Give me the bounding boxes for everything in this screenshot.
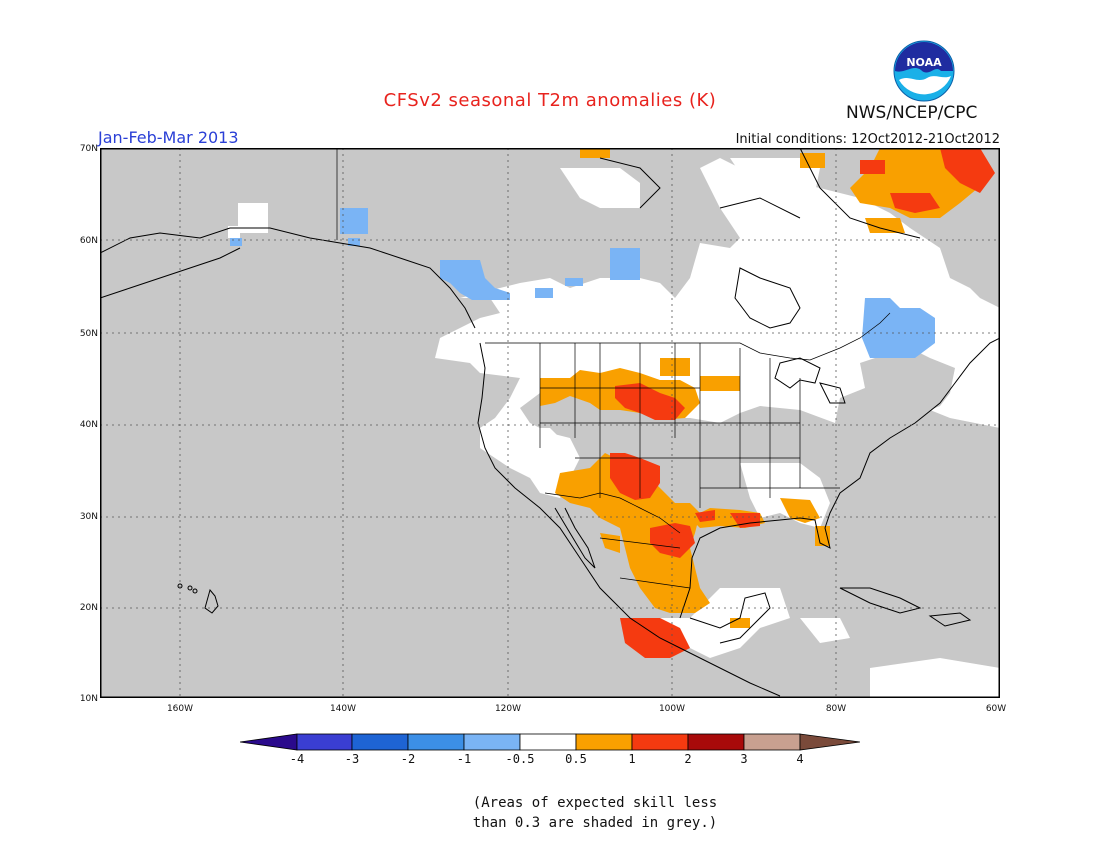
lon-label-80w: 80W: [825, 704, 847, 714]
legend-label: 0.5: [565, 752, 587, 766]
map-title: CFSv2 seasonal T2m anomalies (K): [383, 90, 717, 111]
lat-label-10n: 10N: [79, 694, 98, 704]
lon-label-100w: 100W: [658, 704, 686, 714]
initial-conditions-label: Initial conditions: 12Oct2012-21Oct2012: [735, 132, 1000, 147]
color-legend: [240, 733, 860, 751]
legend-label: 1: [628, 752, 636, 766]
lat-label-20n: 20N: [79, 603, 98, 613]
legend-swatch-minus-3-to-minus-2: [351, 733, 409, 751]
legend-label: -1: [456, 752, 472, 766]
legend-label: -2: [400, 752, 416, 766]
legend-label: -3: [344, 752, 360, 766]
lat-label-50n: 50N: [79, 329, 98, 339]
season-label: Jan-Feb-Mar 2013: [98, 128, 239, 147]
legend-swatches: [240, 733, 860, 751]
legend-swatch-1-to-2: [631, 733, 689, 751]
graticule: [100, 148, 1000, 698]
agency-label: NWS/NCEP/CPC: [846, 103, 978, 123]
legend-swatch-below-minus-4: [240, 733, 298, 751]
noaa-logo: NOAA: [893, 40, 955, 102]
legend-swatch-minus-4-to-minus-3: [296, 733, 353, 751]
coastlines: [100, 148, 1000, 697]
anomaly-map: [100, 148, 1000, 698]
legend-swatch-half-to-1: [575, 733, 633, 751]
legend-label: -0.5: [505, 752, 535, 766]
lon-label-140w: 140W: [329, 704, 357, 714]
legend-label: 3: [740, 752, 748, 766]
lon-label-120w: 120W: [494, 704, 522, 714]
lat-label-30n: 30N: [79, 512, 98, 522]
lat-label-60n: 60N: [79, 236, 98, 246]
neutral-regions: [228, 158, 1000, 698]
lat-label-40n: 40N: [79, 420, 98, 430]
legend-swatch-minus-1-to-minus-half: [463, 733, 521, 751]
lon-label-160w: 160W: [166, 704, 194, 714]
strong-warm-anomaly-regions: [610, 148, 995, 658]
legend-swatch-neutral: [519, 733, 577, 751]
footnote-line-2: than 0.3 are shaded in grey.): [472, 815, 718, 831]
legend-swatch-3-to-4: [743, 733, 801, 751]
legend-label: 4: [796, 752, 804, 766]
legend-swatch-above-4: [799, 733, 860, 751]
legend-swatch-2-to-3: [687, 733, 745, 751]
lat-label-70n: 70N: [79, 144, 98, 154]
political-boundaries: [336, 148, 891, 589]
footnote: (Areas of expected skill less than 0.3 a…: [0, 793, 1100, 833]
logo-text: NOAA: [906, 56, 942, 69]
legend-label: -4: [289, 752, 305, 766]
cool-anomaly-regions: [230, 208, 935, 358]
footnote-line-1: (Areas of expected skill less: [472, 795, 718, 811]
lon-label-60w: 60W: [985, 704, 1007, 714]
legend-swatch-minus-2-to-minus-1: [407, 733, 465, 751]
map-frame: [100, 148, 1000, 698]
legend-label: 2: [684, 752, 692, 766]
